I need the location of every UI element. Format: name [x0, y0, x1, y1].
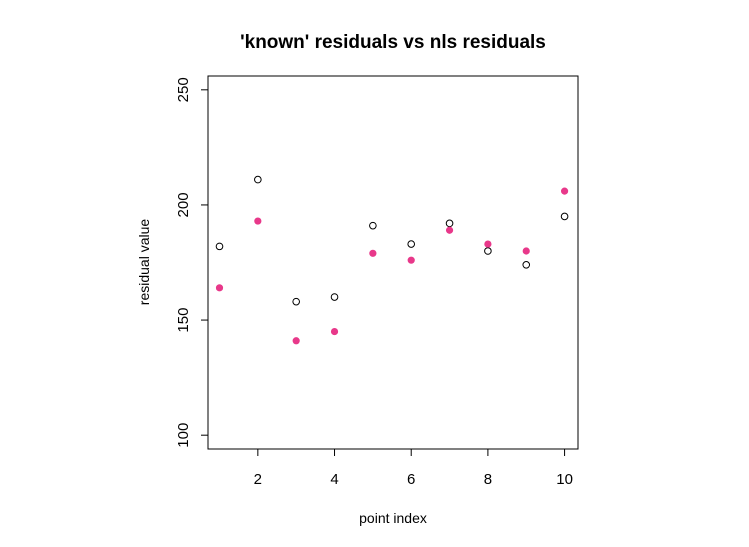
nls-residual-point — [484, 240, 492, 248]
nls-residual-point — [369, 249, 377, 257]
known-residual-point — [369, 221, 377, 230]
x-axis-label: point index — [359, 510, 427, 526]
nls-residual-point — [560, 187, 569, 195]
x-tick-label: 8 — [484, 471, 492, 488]
nls-residual-point — [292, 337, 300, 345]
x-tick-label: 6 — [407, 471, 415, 488]
nls-residual-point — [445, 226, 454, 234]
known-residual-point — [407, 240, 416, 248]
known-residual-point — [292, 297, 300, 306]
nls-residual-point — [215, 284, 224, 292]
known-residual-point — [522, 261, 531, 269]
x-tick-label: 4 — [330, 471, 338, 488]
known-residual-point — [484, 247, 492, 255]
nls-residual-point — [522, 247, 530, 255]
x-axis: 2 4 6 8 10 — [254, 448, 573, 488]
chart-title: 'known' residuals vs nls residuals — [240, 32, 546, 53]
data-points — [215, 175, 569, 345]
known-residual-point — [330, 293, 339, 301]
known-residual-point — [560, 212, 569, 221]
known-residual-point — [445, 219, 454, 228]
y-tick-label: 100 — [175, 423, 192, 448]
y-axis: 100 150 200 250 — [175, 77, 209, 448]
x-tick-label: 2 — [254, 471, 262, 488]
nls-residual-point — [254, 217, 262, 225]
plot-box — [207, 75, 579, 450]
known-residual-point — [254, 175, 262, 184]
known-residual-point — [215, 242, 224, 251]
y-tick-label: 200 — [175, 192, 192, 217]
nls-residual-point — [407, 256, 415, 264]
y-tick-label: 250 — [175, 77, 192, 102]
nls-residual-point — [330, 327, 339, 336]
y-axis-label: residual value — [136, 219, 152, 306]
y-tick-label: 150 — [175, 308, 192, 333]
x-tick-label: 10 — [556, 471, 573, 488]
